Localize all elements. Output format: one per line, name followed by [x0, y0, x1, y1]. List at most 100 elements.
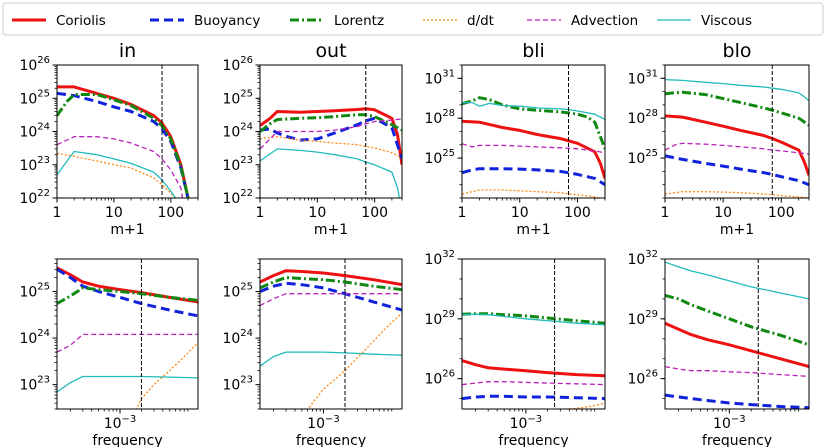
- series-line-viscous: [57, 375, 198, 393]
- x-tick-label: 10: [105, 205, 123, 221]
- y-tick-label: 1023: [222, 155, 253, 174]
- series-line-viscous: [260, 351, 402, 367]
- series-group: [260, 269, 402, 409]
- x-tick-label: 10: [308, 205, 326, 221]
- x-tick-label: 10: [714, 205, 732, 221]
- x-tick-label: 10−3: [713, 414, 746, 432]
- series-line-buoyancy: [462, 394, 605, 401]
- y-tick-label: 1025: [424, 148, 455, 167]
- x-tick-label: 10: [511, 205, 529, 221]
- series-line-coriolis: [57, 266, 198, 304]
- series-line-coriolis: [260, 269, 402, 287]
- y-tick-label: 1022: [222, 188, 253, 207]
- y-tick-label: 1029: [424, 309, 455, 328]
- x-axis-label: m+1: [516, 222, 550, 238]
- series-group: [57, 85, 190, 198]
- x-tick-label: 100: [361, 205, 388, 221]
- series-line-lorentz: [462, 96, 605, 150]
- series-group: [462, 96, 605, 198]
- x-tick-label: 100: [768, 205, 795, 221]
- panel-title: blo: [723, 40, 752, 62]
- x-axis-label: frequency: [296, 433, 366, 447]
- series-line-buoyancy: [57, 91, 190, 198]
- plot-frame: [259, 258, 403, 410]
- series-group: [462, 312, 605, 409]
- y-tick-label: 1024: [222, 328, 253, 347]
- x-axis-label: m+1: [314, 222, 348, 238]
- x-axis-label: frequency: [702, 433, 772, 447]
- series-group: [665, 261, 809, 409]
- series-line-lorentz: [462, 312, 605, 325]
- x-tick-label: 10−3: [307, 414, 340, 432]
- legend-label-buoyancy: Buoyancy: [194, 13, 260, 29]
- series-line-buoyancy: [665, 154, 809, 187]
- panel-2: out 1 10 100 1022 1023 1024 1025 1026 m+1: [222, 40, 403, 238]
- y-tick-label: 1026: [19, 55, 50, 74]
- series-line-ddt: [462, 189, 603, 198]
- series-line-lorentz: [665, 293, 809, 347]
- legend-label-viscous: Viscous: [701, 13, 752, 29]
- series-line-advection: [665, 365, 809, 378]
- series-line-advection: [462, 143, 605, 154]
- series-line-ddt: [665, 191, 809, 198]
- y-tick-label: 1023: [19, 375, 50, 394]
- x-tick-label: 1: [256, 205, 265, 221]
- x-tick-label: 10−3: [104, 414, 137, 432]
- series-line-advection: [260, 118, 402, 150]
- series-line-ddt: [569, 402, 605, 409]
- series-line-viscous: [260, 148, 401, 198]
- series-line-advection: [462, 381, 605, 386]
- panel-title: in: [119, 40, 136, 62]
- legend-frame: [2, 2, 824, 36]
- panel-3: bli 1 10 100 1025 1028 1031 m+1: [424, 40, 606, 238]
- series-line-advection: [57, 333, 198, 353]
- panel-8: 10−3 1026 1029 1032 frequency: [627, 249, 810, 447]
- y-tick-label: 1028: [627, 108, 658, 127]
- series-line-lorentz: [57, 286, 198, 305]
- series-line-buoyancy: [260, 116, 402, 160]
- series-group: [260, 107, 402, 198]
- x-tick-label: 1: [458, 205, 467, 221]
- series-line-ddt: [260, 136, 402, 159]
- legend-label-lorentz: Lorentz: [334, 13, 384, 29]
- x-axis-label: frequency: [498, 433, 568, 447]
- panel-5: 10−3 1023 1024 1025 frequency: [19, 258, 199, 447]
- legend-label-ddt: d/dt: [467, 13, 494, 29]
- panel-1: in 1 10 100 1022 1023 1024 1025 1026 m+1: [19, 40, 199, 238]
- y-tick-label: 1022: [19, 188, 50, 207]
- series-line-ddt: [57, 152, 176, 198]
- y-tick-label: 1025: [222, 88, 253, 107]
- series-group: [665, 78, 809, 198]
- x-tick-label: 10−3: [510, 414, 543, 432]
- y-tick-label: 1025: [19, 88, 50, 107]
- y-tick-label: 1029: [627, 309, 658, 328]
- panel-title: out: [315, 40, 346, 62]
- panel-title: bli: [522, 40, 545, 62]
- series-line-buoyancy: [57, 268, 198, 318]
- series-line-coriolis: [462, 359, 605, 378]
- plot-frame: [56, 258, 199, 410]
- series-line-viscous: [665, 78, 809, 102]
- panel-7: 10−3 1026 1029 1032 frequency: [424, 249, 606, 447]
- y-tick-label: 1026: [627, 369, 658, 388]
- x-tick-label: 1: [661, 205, 670, 221]
- series-line-lorentz: [260, 276, 402, 292]
- panel-6: 10−3 1023 1024 1025 frequency: [222, 258, 403, 447]
- x-axis-label: m+1: [110, 222, 144, 238]
- series-line-ddt: [135, 342, 198, 409]
- series-line-advection: [57, 136, 184, 198]
- plot-frame: [461, 258, 606, 410]
- series-line-buoyancy: [260, 281, 402, 312]
- y-tick-label: 1032: [627, 249, 658, 268]
- plot-frame: [461, 64, 606, 199]
- series-line-lorentz: [57, 93, 190, 198]
- legend: Coriolis Buoyancy Lorentz d/dt Advection Visc…: [2, 2, 824, 36]
- y-tick-label: 1031: [627, 68, 658, 87]
- legend-label-coriolis: Coriolis: [56, 13, 106, 29]
- y-tick-label: 1024: [19, 328, 50, 347]
- y-tick-label: 1031: [424, 68, 455, 87]
- series-line-viscous: [57, 150, 177, 198]
- series-line-viscous: [462, 313, 605, 326]
- panel-4: blo 1 10 100 1025 1028 1031 m+1: [627, 40, 810, 238]
